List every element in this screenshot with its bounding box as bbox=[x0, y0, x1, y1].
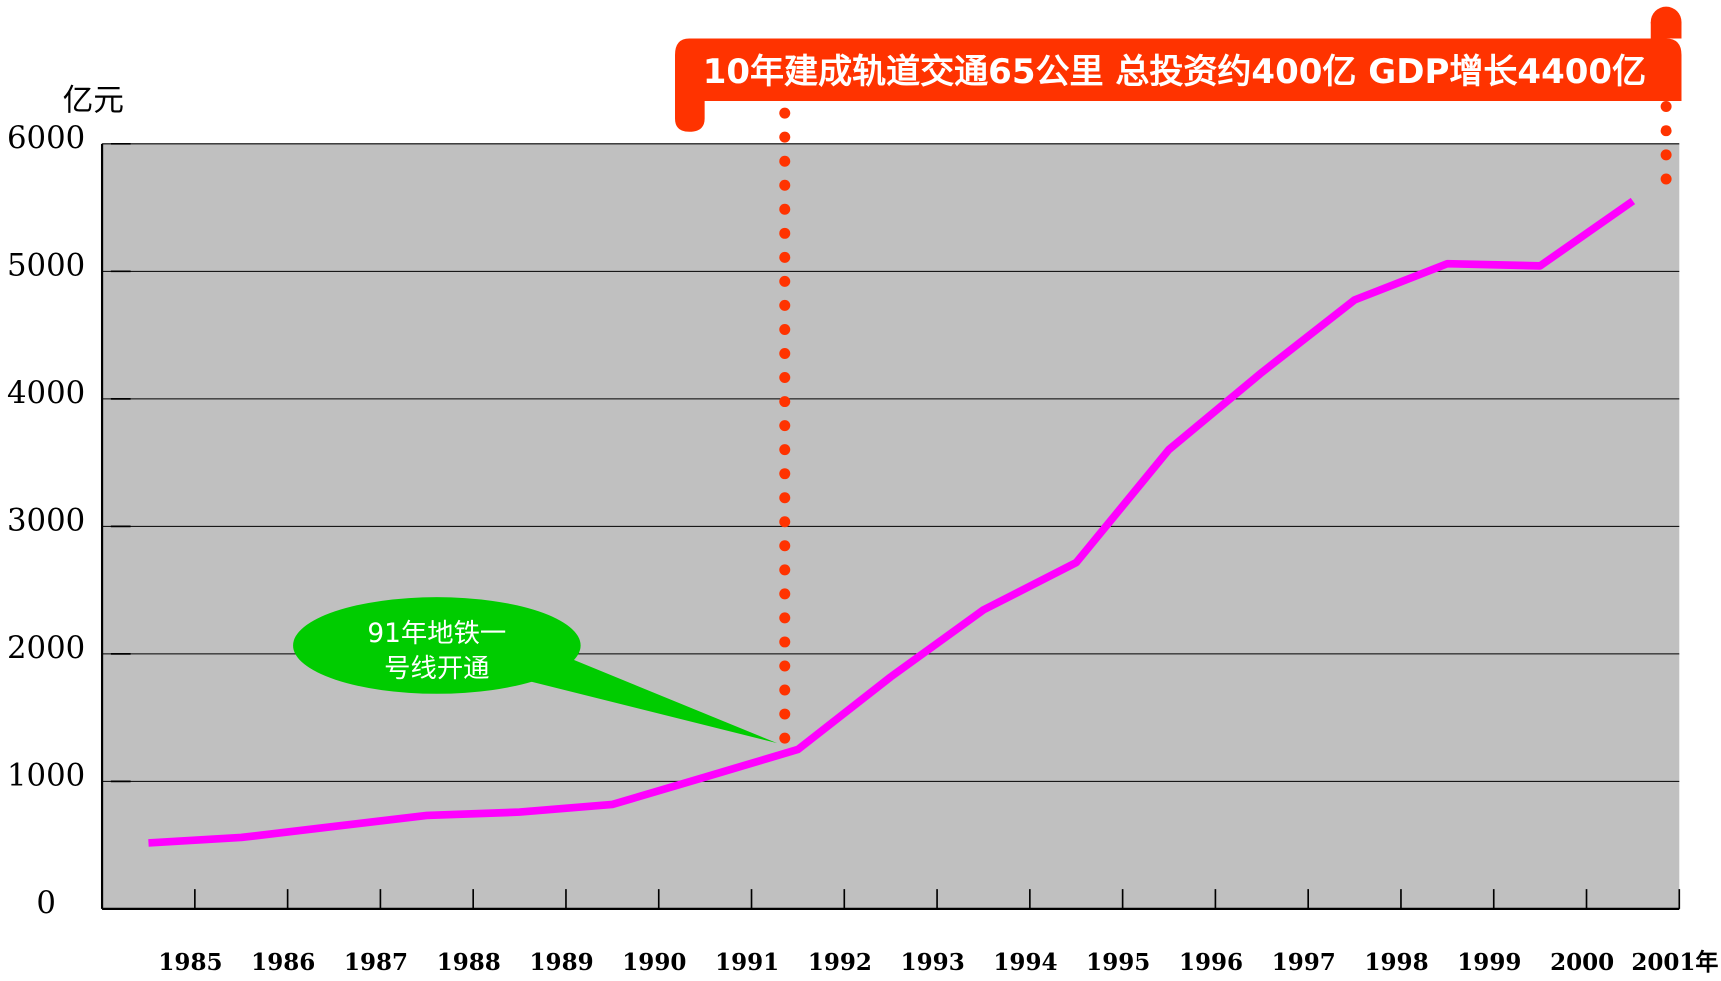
x-tick-label: 1986 bbox=[251, 949, 315, 976]
bubble-tail bbox=[482, 658, 778, 744]
dot bbox=[779, 203, 791, 215]
dot bbox=[779, 251, 791, 263]
dot bbox=[1660, 149, 1672, 161]
dot bbox=[779, 516, 791, 528]
dot bbox=[779, 468, 791, 480]
x-tick-label: 2000 bbox=[1550, 949, 1614, 976]
x-tick-label: 1996 bbox=[1179, 949, 1243, 976]
x-tick-label: 1987 bbox=[344, 949, 408, 976]
y-tick-label: 0 bbox=[36, 885, 56, 921]
dot bbox=[1660, 173, 1672, 185]
y-tick-label: 3000 bbox=[7, 502, 85, 538]
x-tick-label: 1999 bbox=[1457, 949, 1521, 976]
bubble-text: 号线开通 bbox=[384, 654, 489, 684]
y-axis-label: 亿元 bbox=[63, 83, 124, 119]
x-tick-label: 1988 bbox=[437, 949, 501, 976]
banner-text: 10年建成轨道交通65公里 总投资约400亿 GDP增长4400亿 bbox=[703, 52, 1646, 92]
x-tick-label: 1989 bbox=[530, 949, 594, 976]
line bbox=[148, 197, 1636, 847]
banner-curl bbox=[1650, 22, 1682, 39]
x-tick-label: 1990 bbox=[622, 949, 686, 976]
dot bbox=[779, 588, 791, 600]
dot bbox=[779, 179, 791, 191]
dot bbox=[779, 708, 791, 720]
dot bbox=[779, 396, 791, 408]
x-tick-label: 2001年 bbox=[1631, 949, 1718, 976]
dot bbox=[1660, 101, 1672, 113]
x-tick-label: 1993 bbox=[901, 949, 965, 976]
dot bbox=[779, 107, 791, 119]
dot bbox=[779, 612, 791, 624]
dot bbox=[779, 636, 791, 648]
y-tick-label: 6000 bbox=[7, 120, 85, 156]
bubble bbox=[293, 597, 581, 694]
dot bbox=[779, 492, 791, 504]
dot bbox=[1660, 125, 1672, 137]
x-tick-label: 1991 bbox=[715, 949, 779, 976]
dot bbox=[779, 372, 791, 384]
dot bbox=[779, 299, 791, 311]
x-tick-label: 1997 bbox=[1272, 949, 1336, 976]
x-tick-label: 1994 bbox=[993, 949, 1057, 976]
dot bbox=[779, 540, 791, 552]
x-tick-label: 1998 bbox=[1365, 949, 1429, 976]
y-tick-label: 2000 bbox=[7, 630, 85, 666]
dot bbox=[779, 348, 791, 359]
dot bbox=[779, 227, 791, 239]
x-tick-label: 1992 bbox=[808, 949, 872, 976]
dot bbox=[779, 323, 791, 335]
dot bbox=[779, 564, 791, 576]
y-tick-label: 1000 bbox=[7, 757, 85, 793]
y-tick-label: 4000 bbox=[7, 375, 85, 411]
dot bbox=[779, 732, 791, 744]
bubble-text: 91年地铁一 bbox=[367, 619, 506, 649]
dot bbox=[779, 131, 791, 143]
y-tick-label: 5000 bbox=[7, 247, 85, 283]
dot bbox=[779, 660, 791, 672]
x-tick-label: 1985 bbox=[158, 949, 222, 976]
dot bbox=[779, 275, 791, 287]
x-tick-label: 1995 bbox=[1086, 949, 1150, 976]
dot bbox=[779, 444, 791, 456]
dot bbox=[779, 420, 791, 432]
dot bbox=[779, 155, 791, 167]
banner bbox=[675, 38, 1682, 132]
dot bbox=[779, 684, 791, 696]
